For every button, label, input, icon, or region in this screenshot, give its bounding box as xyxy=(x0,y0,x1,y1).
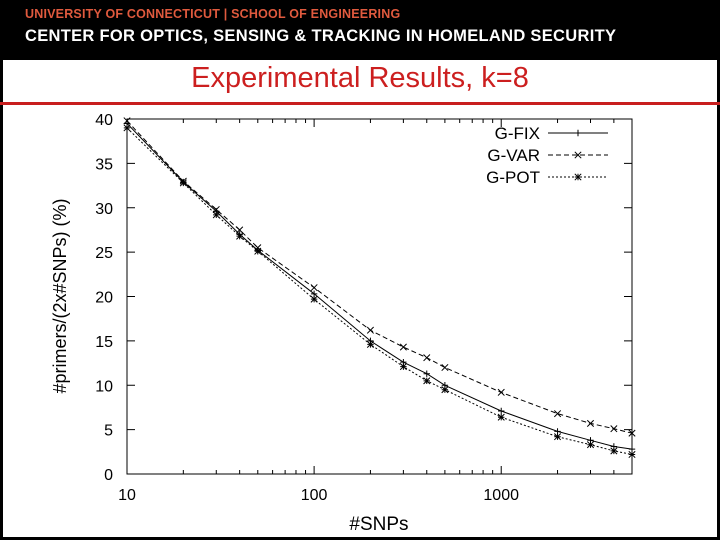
data-point xyxy=(212,205,220,214)
y-tick-label: 40 xyxy=(95,112,113,129)
data-point xyxy=(441,386,449,394)
plot-frame xyxy=(126,118,633,475)
data-point xyxy=(310,284,318,292)
series-g-fix xyxy=(123,120,636,453)
data-point xyxy=(236,226,244,234)
series-g-pot xyxy=(123,124,636,459)
data-point xyxy=(441,363,449,372)
y-tick-label: 15 xyxy=(95,334,113,351)
y-tick-label: 10 xyxy=(95,378,113,395)
series-line xyxy=(126,123,633,450)
legend-marker xyxy=(574,173,582,181)
data-point xyxy=(123,124,131,132)
data-point xyxy=(497,388,505,396)
y-tick-label: 20 xyxy=(95,290,113,307)
data-point xyxy=(310,295,318,303)
y-tick-label: 30 xyxy=(95,201,113,218)
data-point xyxy=(179,179,187,187)
chart-legend: G-FIX G-VAR G-POT xyxy=(486,124,608,187)
series-g-var xyxy=(123,117,636,437)
slide-header: UNIVERSITY OF CONNECTICUT | SCHOOL OF EN… xyxy=(0,0,720,60)
slide-title: Experimental Results, k=8 xyxy=(191,62,529,94)
data-point xyxy=(212,211,220,219)
legend-label: G-VAR xyxy=(487,146,540,165)
legend-marker xyxy=(574,151,582,159)
y-tick-label: 0 xyxy=(104,467,113,484)
header-university: UNIVERSITY OF CONNECTICUT | SCHOOL OF EN… xyxy=(25,7,401,21)
data-point xyxy=(366,326,374,334)
data-point xyxy=(628,429,636,437)
x-axis-label: #SNPs xyxy=(349,514,408,535)
data-point xyxy=(423,377,431,385)
x-tick-label: 10 xyxy=(118,487,136,504)
y-tick-label: 25 xyxy=(95,245,113,262)
y-axis-label: #primers/(2x#SNPs) (%) xyxy=(50,198,70,393)
data-point xyxy=(254,247,262,255)
data-point xyxy=(610,425,618,433)
series-line xyxy=(126,120,633,434)
data-point xyxy=(553,433,562,441)
data-point xyxy=(423,370,430,377)
data-point xyxy=(236,232,244,240)
data-point xyxy=(553,410,562,418)
x-tick-label: 100 xyxy=(301,487,328,504)
y-tick-label: 5 xyxy=(104,423,113,440)
legend-label: G-FIX xyxy=(495,124,540,143)
slide-body xyxy=(3,60,717,537)
data-point xyxy=(498,407,505,415)
data-point xyxy=(366,340,374,348)
legend-label: G-POT xyxy=(486,168,540,187)
data-point xyxy=(497,413,505,421)
x-tick-label: 1000 xyxy=(483,487,519,504)
data-point xyxy=(399,343,407,351)
data-point xyxy=(586,441,595,449)
header-center: CENTER FOR OPTICS, SENSING & TRACKING IN… xyxy=(25,27,617,45)
data-point xyxy=(586,419,595,427)
data-point xyxy=(399,363,407,371)
data-point xyxy=(628,450,636,459)
title-underline xyxy=(0,102,720,105)
data-point xyxy=(423,354,431,362)
data-point xyxy=(610,447,618,455)
legend-marker xyxy=(574,129,582,137)
data-point xyxy=(123,117,131,125)
y-tick-label: 35 xyxy=(95,156,113,173)
